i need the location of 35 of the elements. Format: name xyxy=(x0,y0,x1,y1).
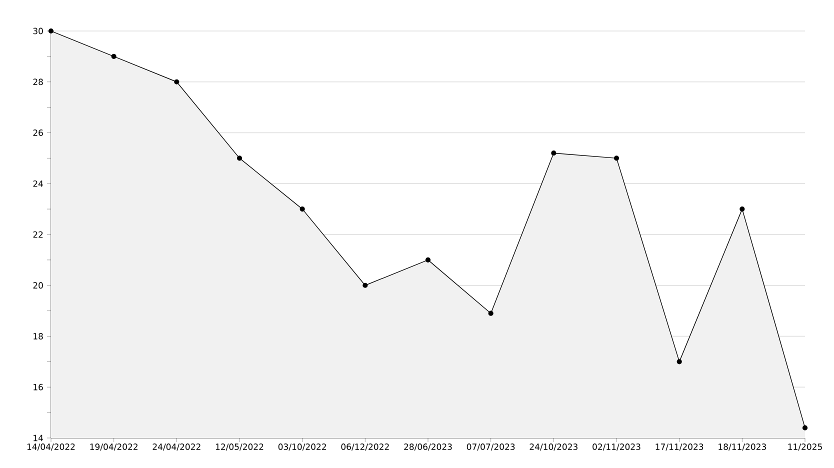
y-tick-label: 24 xyxy=(33,180,43,187)
y-tick-label: 18 xyxy=(34,333,43,340)
y-tick-label: 26 xyxy=(33,130,43,136)
x-tick-label: 19/04/2022 xyxy=(90,444,138,451)
point xyxy=(676,359,682,364)
y-tick-label: 28 xyxy=(33,78,43,86)
point xyxy=(111,54,116,59)
y-tick-label: 22 xyxy=(33,231,43,238)
x-tick-label: 14/04/2022 xyxy=(27,444,75,451)
x-tick-label: 11/2025 xyxy=(788,444,822,451)
x-tick-label: 06/12/2022 xyxy=(341,444,389,451)
x-tick-label: 12/05/2022 xyxy=(216,444,264,451)
point xyxy=(802,425,808,430)
point xyxy=(425,257,431,262)
x-tick-label: 03/10/2022 xyxy=(278,444,326,451)
point xyxy=(551,150,556,156)
point xyxy=(488,310,494,316)
x-tick-label: 02/11/2023 xyxy=(592,444,640,451)
x-tick-label: 24/04/2022 xyxy=(152,444,200,451)
x-tick-label: 07/07/2023 xyxy=(466,444,515,451)
point xyxy=(48,28,54,34)
point xyxy=(174,79,180,84)
point xyxy=(614,156,620,161)
y-tick-label: 30 xyxy=(33,28,43,34)
x-tick-label: 18/11/2023 xyxy=(718,444,766,451)
y-tick-label: 14 xyxy=(34,434,43,442)
point xyxy=(300,206,305,212)
point xyxy=(740,206,745,212)
y-tick-label: 20 xyxy=(33,282,43,289)
y-tick-label: 16 xyxy=(34,384,43,390)
x-tick-label: 28/06/2023 xyxy=(404,444,452,451)
point xyxy=(236,156,242,161)
x-tick-label: 24/10/2023 xyxy=(530,444,578,451)
x-tick-label: 17/11/2023 xyxy=(656,444,704,451)
point xyxy=(362,282,368,288)
